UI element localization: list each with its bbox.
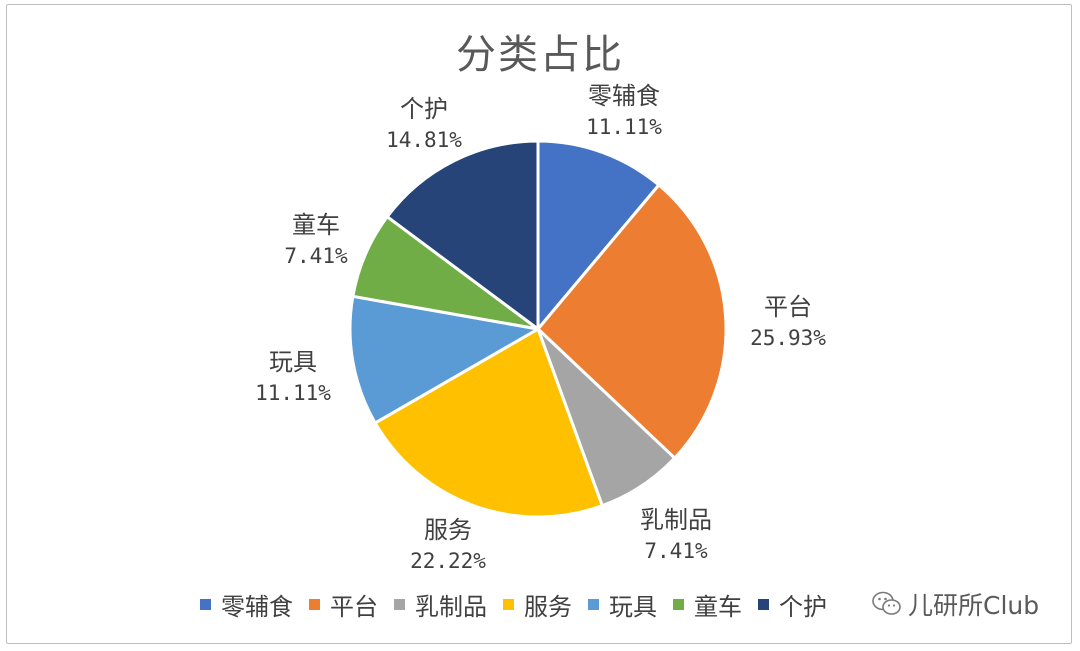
legend-label: 个护	[779, 592, 827, 621]
slice-label: 个护	[400, 95, 448, 123]
pie-slice	[373, 327, 604, 519]
legend-item: 乳制品	[394, 587, 487, 622]
watermark: 儿研所Club	[872, 586, 1039, 622]
legend-swatch	[673, 598, 684, 610]
slice-label: 乳制品	[640, 506, 712, 534]
watermark-text: 儿研所Club	[908, 591, 1040, 620]
slice-label: 平台	[764, 293, 812, 321]
slice-label: 玩具	[269, 348, 317, 376]
legend-swatch	[309, 598, 320, 610]
slice-label: 服务	[424, 516, 472, 544]
legend-label: 童车	[694, 592, 742, 621]
slice-percent-label: 7.41%	[284, 244, 348, 268]
slice-percent-label: 22.22%	[410, 549, 486, 573]
legend-label: 玩具	[609, 592, 657, 621]
legend-label: 零辅食	[221, 592, 293, 621]
slice-percent-label: 7.41%	[644, 539, 708, 563]
slice-percent-label: 25.93%	[750, 326, 826, 350]
wechat-icon	[872, 591, 902, 617]
legend-swatch	[503, 598, 514, 610]
legend-swatch	[758, 598, 769, 610]
legend-item: 零辅食	[200, 587, 293, 622]
legend-item: 平台	[309, 587, 378, 622]
slice-percent-label: 11.11%	[586, 115, 662, 139]
pie-slice	[348, 294, 540, 425]
slice-label: 零辅食	[588, 82, 660, 110]
legend-swatch	[588, 598, 599, 610]
legend-item: 服务	[503, 587, 572, 622]
pie-slice	[385, 139, 540, 331]
legend-item: 童车	[673, 587, 742, 622]
legend-swatch	[394, 598, 405, 610]
pie-slice	[536, 183, 728, 460]
pie-slice	[536, 139, 661, 331]
legend-item: 玩具	[588, 587, 657, 622]
legend-label: 平台	[330, 592, 378, 621]
legend-swatch	[200, 598, 211, 610]
slice-percent-label: 14.81%	[386, 128, 462, 152]
chart-title: 分类占比	[456, 32, 624, 78]
chart-legend: 零辅食 平台 乳制品 服务 玩具 童车 个护	[200, 586, 843, 622]
legend-label: 乳制品	[415, 592, 487, 621]
legend-item: 个护	[758, 587, 827, 622]
slice-percent-label: 11.11%	[255, 381, 331, 405]
legend-label: 服务	[524, 592, 572, 621]
slice-label: 童车	[292, 211, 340, 239]
